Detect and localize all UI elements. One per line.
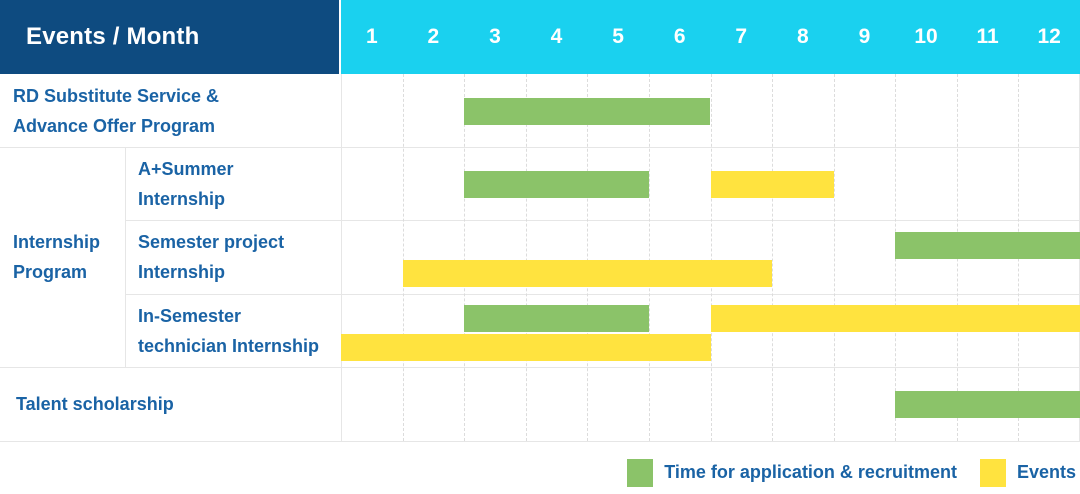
row-divider bbox=[125, 220, 1080, 222]
month-header-strip: 1 2 3 4 5 6 7 8 9 10 11 12 bbox=[341, 0, 1080, 74]
month-gridline bbox=[710, 74, 712, 441]
gantt-bar-application bbox=[895, 391, 1080, 419]
gantt-bar-application bbox=[895, 231, 1080, 259]
legend-item-application: Time for application & recruitment bbox=[627, 458, 957, 487]
legend: Time for application & recruitment Event… bbox=[627, 458, 1076, 487]
month-gridline bbox=[402, 74, 404, 441]
month-gridline bbox=[648, 74, 650, 441]
month-header-10: 10 bbox=[914, 25, 938, 48]
table-bottom-border bbox=[0, 440, 1080, 442]
month-gridline bbox=[525, 74, 527, 441]
legend-item-events: Events bbox=[979, 458, 1076, 487]
month-gridline bbox=[587, 74, 589, 441]
gantt-bar-application bbox=[464, 305, 649, 333]
month-gridline bbox=[772, 74, 774, 441]
month-header-2: 2 bbox=[427, 25, 440, 48]
group-column-border bbox=[125, 147, 126, 368]
events-month-header: Events / Month bbox=[0, 0, 339, 74]
month-gridline bbox=[464, 74, 466, 441]
events-yellow-swatch bbox=[979, 458, 1006, 487]
group-label-internship-program: Internship Program bbox=[13, 232, 101, 283]
month-header-7: 7 bbox=[735, 25, 748, 48]
row-label-rd-substitute: RD Substitute Service & Advance Offer Pr… bbox=[13, 85, 220, 136]
month-header-9: 9 bbox=[858, 25, 871, 48]
month-header-5: 5 bbox=[612, 25, 624, 48]
row-divider bbox=[0, 367, 1080, 369]
month-header-3: 3 bbox=[489, 25, 501, 48]
gantt-bar-application bbox=[464, 170, 649, 198]
label-column-border bbox=[341, 74, 342, 441]
legend-label-application: Time for application & recruitment bbox=[664, 462, 957, 482]
gantt-bar-events bbox=[710, 170, 834, 198]
gantt-bar-events bbox=[402, 260, 773, 288]
application-green-swatch bbox=[627, 458, 654, 487]
month-header-11: 11 bbox=[976, 25, 999, 48]
row-label-in-semester-technician: In-Semester technician Internship bbox=[138, 305, 320, 356]
legend-label-events: Events bbox=[1016, 462, 1076, 482]
row-label-a-plus-summer: A+Summer Internship bbox=[138, 159, 234, 210]
month-header-4: 4 bbox=[550, 25, 563, 48]
gantt-bar-application bbox=[464, 97, 711, 125]
month-gridline bbox=[833, 74, 835, 441]
month-header-1: 1 bbox=[365, 25, 378, 48]
gantt-bar-events bbox=[341, 333, 711, 361]
row-label-semester-project: Semester project Internship bbox=[138, 232, 285, 283]
row-label-talent-scholarship: Talent scholarship bbox=[16, 394, 174, 415]
row-divider bbox=[0, 147, 1080, 148]
month-header-6: 6 bbox=[673, 25, 686, 48]
row-divider bbox=[125, 293, 1080, 295]
month-header-8: 8 bbox=[796, 25, 809, 48]
gantt-bar-events bbox=[710, 305, 1080, 333]
header-title: Events / Month bbox=[26, 23, 200, 50]
month-header-12: 12 bbox=[1037, 25, 1061, 48]
